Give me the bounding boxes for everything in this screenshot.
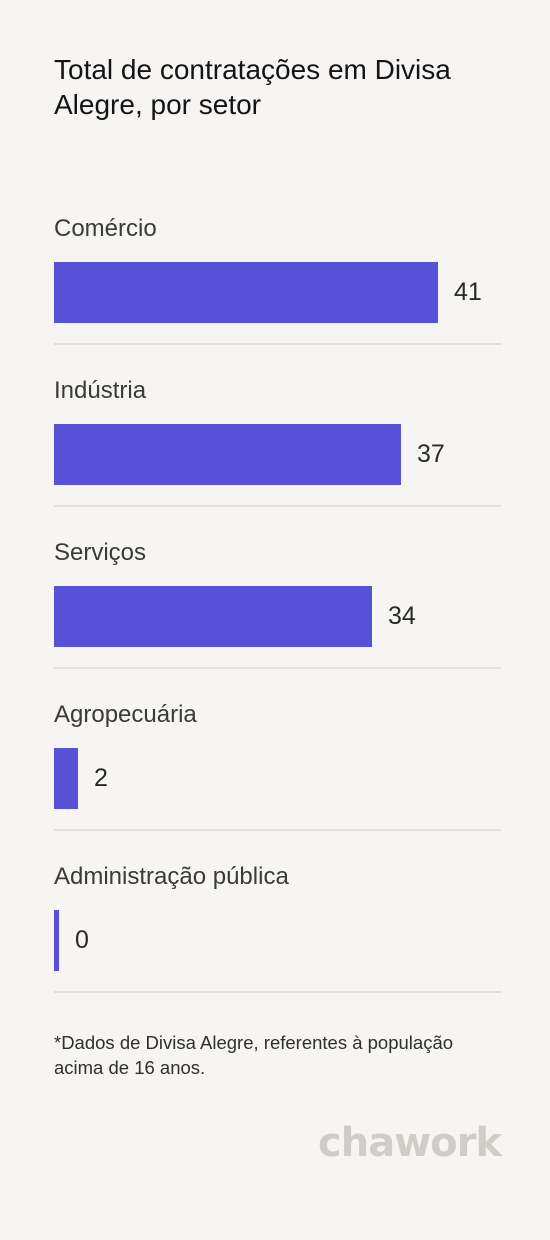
bar bbox=[54, 910, 59, 971]
category-label: Agropecuária bbox=[54, 701, 197, 728]
bar-chart: Comércio 41 Indústria 37 Serviços 34 Agropecuá… bbox=[54, 200, 501, 1010]
bar-row: Indústria 37 bbox=[54, 362, 501, 524]
bar-track: 0 bbox=[54, 910, 501, 971]
bar-value-label: 34 bbox=[388, 602, 416, 630]
bar-track: 41 bbox=[54, 262, 501, 323]
bar-track: 37 bbox=[54, 424, 501, 485]
category-label: Comércio bbox=[54, 215, 157, 242]
row-divider bbox=[54, 829, 501, 831]
bar bbox=[54, 748, 78, 809]
bar-track: 2 bbox=[54, 748, 501, 809]
row-divider bbox=[54, 343, 501, 345]
category-label: Serviços bbox=[54, 539, 147, 566]
bar-row: Administração pública 0 bbox=[54, 848, 501, 1010]
bar bbox=[54, 262, 438, 323]
bar-row: Agropecuária 2 bbox=[54, 686, 501, 848]
bar-track: 34 bbox=[54, 586, 501, 647]
bar-row: Serviços 34 bbox=[54, 524, 501, 686]
bar bbox=[54, 424, 401, 485]
chawork-logo: chawork bbox=[318, 1120, 502, 1166]
bar bbox=[54, 586, 372, 647]
category-label: Indústria bbox=[54, 377, 147, 404]
bar-value-label: 37 bbox=[417, 440, 445, 468]
bar-value-label: 0 bbox=[75, 926, 89, 954]
category-label: Administração pública bbox=[54, 863, 289, 890]
bar-value-label: 41 bbox=[454, 278, 482, 306]
bar-row: Comércio 41 bbox=[54, 200, 501, 362]
chart-title: Total de contratações em Divisa Alegre, … bbox=[54, 54, 451, 120]
row-divider bbox=[54, 991, 501, 993]
row-divider bbox=[54, 667, 501, 669]
bar-value-label: 2 bbox=[94, 764, 108, 792]
footnote: *Dados de Divisa Alegre, referentes à po… bbox=[54, 1032, 454, 1078]
row-divider bbox=[54, 505, 501, 507]
